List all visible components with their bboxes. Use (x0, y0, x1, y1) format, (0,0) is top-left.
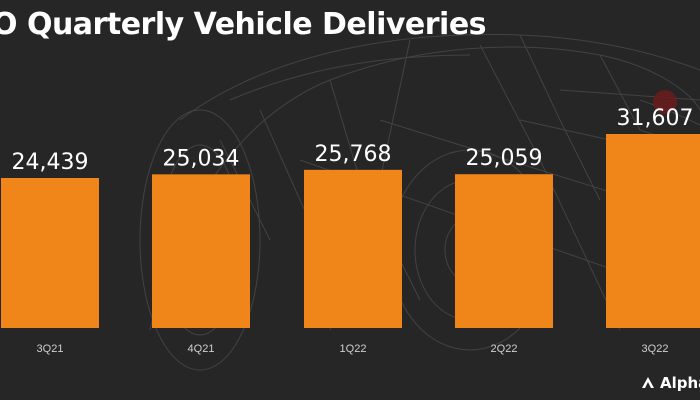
x-tick-2Q22: 2Q22 (491, 343, 518, 355)
bar-3Q21 (1, 178, 99, 328)
bar-2Q22 (455, 174, 553, 328)
x-tick-4Q21: 4Q21 (188, 343, 215, 355)
data-label-1Q22: 25,768 (315, 142, 392, 167)
bar-1Q22 (304, 169, 402, 328)
data-label-4Q21: 25,034 (163, 146, 240, 171)
alpha-chevron-icon (642, 377, 654, 388)
chart-title: O Quarterly Vehicle Deliveries (0, 7, 487, 42)
brand-logo[interactable]: Alpha (640, 374, 700, 392)
x-tick-1Q22: 1Q22 (340, 343, 367, 355)
x-tick-3Q22: 3Q22 (642, 343, 669, 355)
bar-3Q22 (606, 134, 700, 328)
data-label-3Q22: 31,607 (617, 106, 694, 131)
data-label-3Q21: 24,439 (12, 150, 89, 175)
data-label-2Q22: 25,059 (466, 146, 543, 171)
x-tick-3Q21: 3Q21 (37, 343, 64, 355)
bar-4Q21 (152, 174, 250, 328)
brand-logo-text: Alpha (660, 374, 700, 392)
